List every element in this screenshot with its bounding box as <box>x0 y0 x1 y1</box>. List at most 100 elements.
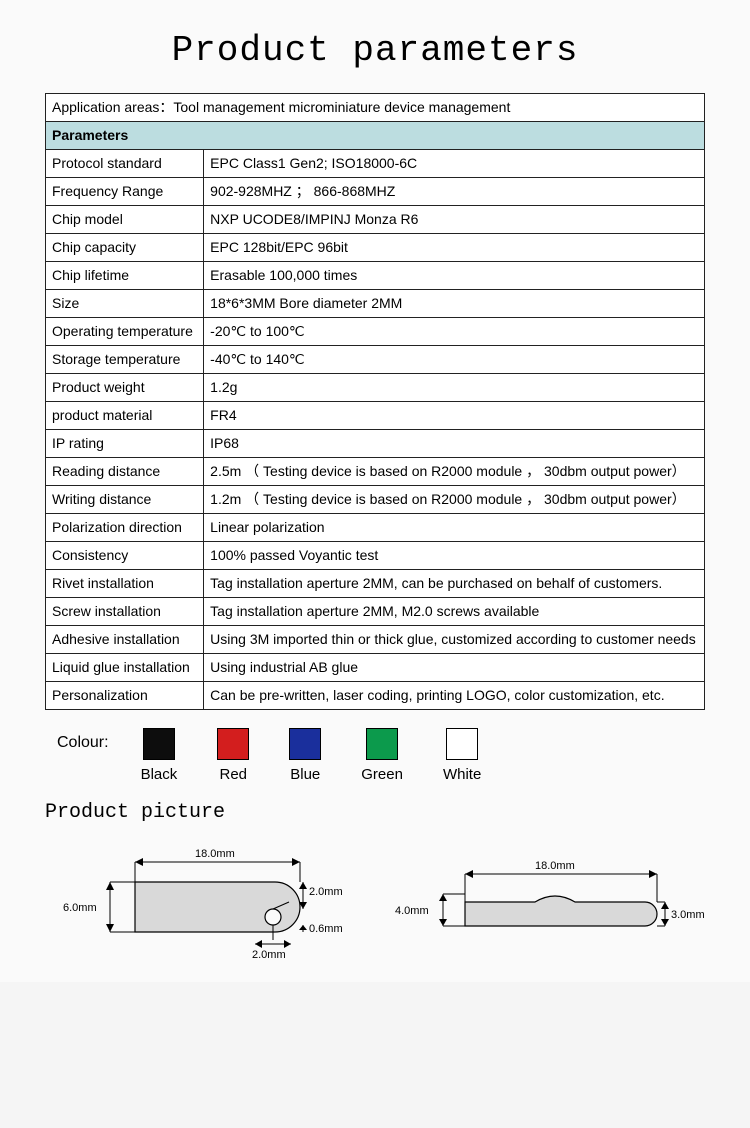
table-row: Storage temperature-40℃ to 140℃ <box>46 346 705 374</box>
swatch-box <box>446 728 478 760</box>
param-value: 902-928MHZ ； 866-868MHZ <box>204 178 705 206</box>
param-value: 2.5m （ Testing device is based on R2000 … <box>204 458 705 486</box>
table-row: product materialFR4 <box>46 402 705 430</box>
param-label: Screw installation <box>46 598 204 626</box>
application-text: Application areas：Tool management microm… <box>46 94 705 122</box>
table-row: Chip modelNXP UCODE8/IMPINJ Monza R6 <box>46 206 705 234</box>
dimension-diagram: 18.0mm 6.0mm 2.0mm 0.6mm <box>45 832 705 962</box>
param-value: -40℃ to 140℃ <box>204 346 705 374</box>
param-value: 100% passed Voyantic test <box>204 542 705 570</box>
table-row: Reading distance2.5m （ Testing device is… <box>46 458 705 486</box>
param-label: Product weight <box>46 374 204 402</box>
parameters-table: Application areas：Tool management microm… <box>45 93 705 710</box>
param-value: 18*6*3MM Bore diameter 2MM <box>204 290 705 318</box>
side-view: 18.0mm 4.0mm 3.0mm <box>395 860 705 926</box>
param-label: Rivet installation <box>46 570 204 598</box>
param-label: IP rating <box>46 430 204 458</box>
bore-hole <box>265 909 281 925</box>
dim-height-right: 4.0mm <box>395 905 429 917</box>
product-picture: 18.0mm 6.0mm 2.0mm 0.6mm <box>45 832 705 962</box>
dim-hole-bot: 0.6mm <box>309 923 343 935</box>
dim-thick-right: 3.0mm <box>671 909 705 921</box>
page-title: Product parameters <box>45 30 705 71</box>
param-value: FR4 <box>204 402 705 430</box>
table-row: Liquid glue installationUsing industrial… <box>46 654 705 682</box>
table-row: Size18*6*3MM Bore diameter 2MM <box>46 290 705 318</box>
param-label: Liquid glue installation <box>46 654 204 682</box>
param-value: Linear polarization <box>204 514 705 542</box>
dim-width-left: 18.0mm <box>195 848 235 860</box>
colour-label: Colour: <box>57 728 109 752</box>
dim-width-right: 18.0mm <box>535 860 575 872</box>
param-label: Protocol standard <box>46 150 204 178</box>
table-row: Screw installationTag installation apert… <box>46 598 705 626</box>
swatch-label: Red <box>220 766 248 783</box>
table-row: Writing distance1.2m （ Testing device is… <box>46 486 705 514</box>
table-row: Product weight1.2g <box>46 374 705 402</box>
param-value: Using 3M imported thin or thick glue, cu… <box>204 626 705 654</box>
param-label: Polarization direction <box>46 514 204 542</box>
colour-swatch: Black <box>141 728 178 783</box>
table-row: IP ratingIP68 <box>46 430 705 458</box>
swatch-label: Black <box>141 766 178 783</box>
top-view: 18.0mm 6.0mm 2.0mm 0.6mm <box>63 848 343 961</box>
param-value: Tag installation aperture 2MM, M2.0 scre… <box>204 598 705 626</box>
swatch-group: Black Red Blue Green White <box>141 728 482 783</box>
table-row: Consistency100% passed Voyantic test <box>46 542 705 570</box>
param-label: Chip model <box>46 206 204 234</box>
swatch-box <box>143 728 175 760</box>
parameters-header-text: Parameters <box>46 122 705 150</box>
table-row: Operating temperature-20℃ to 100℃ <box>46 318 705 346</box>
colour-swatch: Red <box>217 728 249 783</box>
table-row: Chip lifetimeErasable 100,000 times <box>46 262 705 290</box>
table-row: Chip capacityEPC 128bit/EPC 96bit <box>46 234 705 262</box>
dim-hole-diam: 2.0mm <box>252 949 286 961</box>
param-label: Personalization <box>46 682 204 710</box>
param-label: Storage temperature <box>46 346 204 374</box>
param-label: Chip lifetime <box>46 262 204 290</box>
param-label: product material <box>46 402 204 430</box>
param-value: EPC 128bit/EPC 96bit <box>204 234 705 262</box>
swatch-box <box>217 728 249 760</box>
param-label: Chip capacity <box>46 234 204 262</box>
swatch-label: Green <box>361 766 403 783</box>
param-value: Using industrial AB glue <box>204 654 705 682</box>
param-value: IP68 <box>204 430 705 458</box>
table-row: PersonalizationCan be pre-written, laser… <box>46 682 705 710</box>
colour-swatch: White <box>443 728 481 783</box>
param-value: Tag installation aperture 2MM, can be pu… <box>204 570 705 598</box>
param-label: Adhesive installation <box>46 626 204 654</box>
colour-swatch: Green <box>361 728 403 783</box>
colour-swatch: Blue <box>289 728 321 783</box>
swatch-label: White <box>443 766 481 783</box>
table-row: Adhesive installationUsing 3M imported t… <box>46 626 705 654</box>
dim-hole-top: 2.0mm <box>309 886 343 898</box>
param-value: Erasable 100,000 times <box>204 262 705 290</box>
param-label: Size <box>46 290 204 318</box>
swatch-label: Blue <box>290 766 320 783</box>
param-label: Reading distance <box>46 458 204 486</box>
side-view-body <box>465 896 657 926</box>
table-row: Protocol standardEPC Class1 Gen2; ISO180… <box>46 150 705 178</box>
param-label: Consistency <box>46 542 204 570</box>
page: Product parameters Application areas：Too… <box>0 0 750 982</box>
swatch-box <box>366 728 398 760</box>
param-value: -20℃ to 100℃ <box>204 318 705 346</box>
param-value: 1.2m （ Testing device is based on R2000 … <box>204 486 705 514</box>
param-label: Operating temperature <box>46 318 204 346</box>
swatch-box <box>289 728 321 760</box>
table-row: Rivet installationTag installation apert… <box>46 570 705 598</box>
table-row: Polarization directionLinear polarizatio… <box>46 514 705 542</box>
parameters-header: Parameters <box>46 122 705 150</box>
product-picture-label: Product picture <box>45 801 705 824</box>
param-value: Can be pre-written, laser coding, printi… <box>204 682 705 710</box>
colour-row: Colour: Black Red Blue Green White <box>45 728 705 783</box>
param-value: NXP UCODE8/IMPINJ Monza R6 <box>204 206 705 234</box>
param-label: Writing distance <box>46 486 204 514</box>
param-value: EPC Class1 Gen2; ISO18000-6C <box>204 150 705 178</box>
table-row: Frequency Range902-928MHZ ； 866-868MHZ <box>46 178 705 206</box>
param-label: Frequency Range <box>46 178 204 206</box>
dim-height-left: 6.0mm <box>63 902 97 914</box>
param-value: 1.2g <box>204 374 705 402</box>
application-row: Application areas：Tool management microm… <box>46 94 705 122</box>
